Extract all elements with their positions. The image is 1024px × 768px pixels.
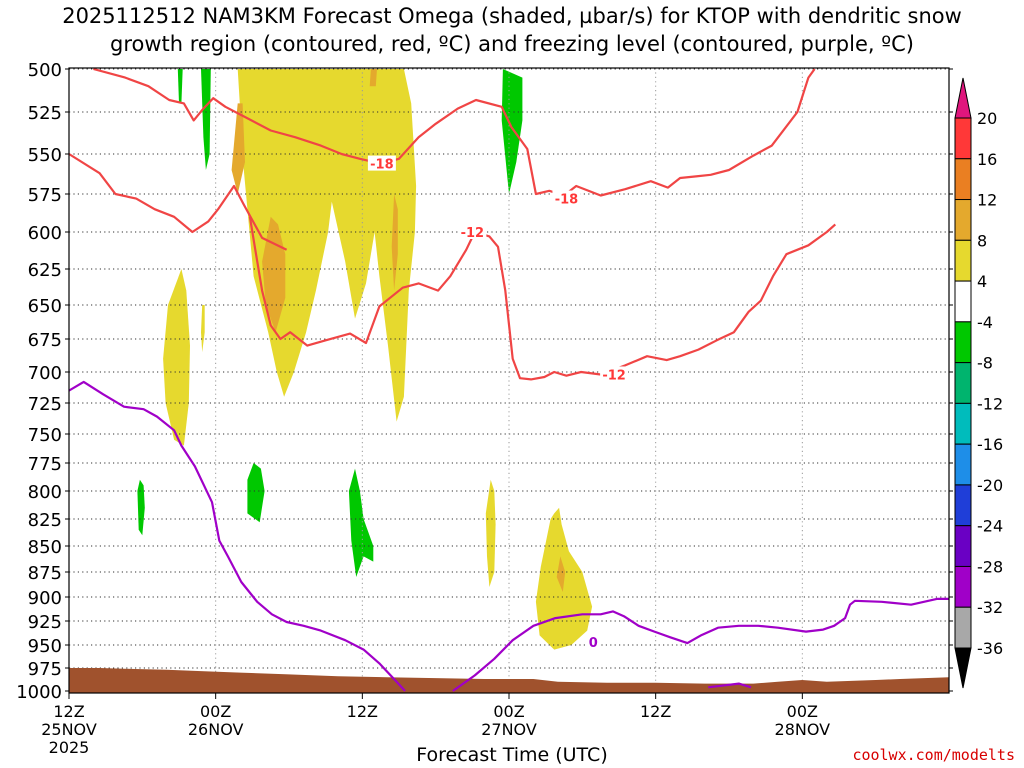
colorbar-swatch-3 [954,239,972,282]
y-tick-label-875: 875 [28,563,62,584]
dgz-contour-line-2 [248,216,837,381]
y-tick-label-750: 750 [28,425,62,446]
colorbar-swatch-9 [954,484,972,527]
x-tick-label-60-1: 28NOV [775,720,831,739]
y-tick-label-800: 800 [28,482,62,503]
colorbar-label-5: -4 [977,313,993,332]
colorbar-swatch-8 [954,443,972,486]
omega-region-orange-26nov-11z [369,69,377,87]
y-tick-label-850: 850 [28,537,62,558]
y-tick-label-525: 525 [28,103,62,124]
colorbar-swatch-0 [954,117,972,160]
y-tick-label-575: 575 [28,185,62,206]
y-tick-label-650: 650 [28,296,62,317]
contour-label-4: 0 [589,636,598,651]
x-tick-label-0-0: 12Z [53,702,84,721]
omega-region-green-26nov-12z [348,468,374,577]
omega-region-yellow-26nov-0012z [237,69,417,422]
omega-region-yellow-26nov-21z [485,479,496,587]
y-tick-label-625: 625 [28,260,62,281]
contour-label-3: -12 [602,368,626,383]
x-tick-label-0-2: 2025 [49,738,90,757]
colorbar-label-6: -8 [977,354,993,373]
contour-label-1: -18 [555,193,579,208]
omega-region-green-25nov-21z [177,69,183,104]
colorbar: 20 16 12 8 4 -4 -8 -12 -16 -20 -24 -28 -32 -36 [954,77,1003,689]
colorbar-swatch-top [954,77,972,119]
omega-region-green-25nov-23z [201,69,211,170]
dgz-contour-line-1 [93,68,816,197]
plot-area: -18 -18 -12 -12 0 [69,68,949,693]
colorbar-label-9: -20 [977,476,1003,495]
colorbar-label-2: 12 [977,191,997,210]
omega-region-yellow-25nov-18z [163,269,190,446]
y-tick-label-975: 975 [28,659,62,680]
omega-region-green-26nov-22z [501,69,523,194]
colorbar-swatch-11 [954,565,972,608]
contour-label-bg-0 [367,155,396,171]
colorbar-label-11: -28 [977,557,1003,576]
y-tick-label-1000: 1000 [16,682,62,703]
x-tick-label-0-1: 25NOV [41,720,97,739]
colorbar-label-13: -36 [977,639,1003,658]
contour-label-bg-2 [458,224,487,239]
omega-region-green-25nov-19z [137,479,145,536]
colorbar-swatch-4 [954,280,972,323]
y-tick-label-950: 950 [28,636,62,657]
colorbar-swatch-1 [954,158,972,201]
freezing-level-line-1 [452,597,949,692]
omega-region-orange-27nov-04z [556,556,566,592]
freezing-level-line-0 [69,380,406,692]
y-tick-label-825: 825 [28,510,62,531]
contour-label-bg-4 [587,634,600,650]
colorbar-label-10: -24 [977,517,1003,536]
dgz-contour-line-0 [69,153,288,251]
y-tick-label-675: 675 [28,330,62,351]
colorbar-label-4: 4 [977,272,987,291]
colorbar-swatch-bottom [954,647,972,689]
x-tick-label-60-0: 00Z [787,702,818,721]
colorbar-swatch-6 [954,362,972,404]
y-tick-label-550: 550 [28,145,62,166]
terrain-fill [69,668,949,693]
colorbar-swatch-7 [954,402,972,445]
colorbar-swatch-2 [954,199,972,241]
colorbar-label-1: 16 [977,150,997,169]
x-tick-label-24-0: 12Z [347,702,378,721]
x-tick-label-48-0: 12Z [640,702,671,721]
y-tick-label-900: 900 [28,588,62,609]
y-tick-label-500: 500 [28,60,62,81]
x-tick-label-36-1: 27NOV [481,720,537,739]
omega-region-yellow-small-26nov [201,305,205,353]
credit-link[interactable]: coolwx.com/modelts [852,746,1015,764]
x-tick-label-36-0: 00Z [493,702,524,721]
freezing-level-line-2 [708,682,752,689]
x-axis-label: Forecast Time (UTC) [416,744,608,766]
x-tick-label-12-0: 00Z [200,702,231,721]
colorbar-label-7: -12 [977,394,1003,413]
contour-label-0: -18 [370,158,394,173]
chart-title-line-1: 2025112512 NAM3KM Forecast Omega (shaded… [62,4,962,28]
y-tick-label-925: 925 [28,612,62,633]
contour-label-bg-1 [552,190,581,206]
colorbar-swatch-10 [954,525,972,567]
y-tick-label-600: 600 [28,223,62,244]
colorbar-swatch-12 [954,606,972,649]
colorbar-swatch-5 [954,321,972,364]
y-tick-label-775: 775 [28,454,62,475]
colorbar-label-12: -32 [977,598,1003,617]
colorbar-label-0: 20 [977,109,997,128]
chart-title-line-2: growth region (contoured, red, ºC) and f… [110,32,914,56]
x-tick-label-12-1: 26NOV [188,720,244,739]
y-tick-label-700: 700 [28,363,62,384]
contour-label-bg-3 [600,366,629,382]
omega-region-orange-26nov-13z [391,194,398,291]
colorbar-label-3: 8 [977,231,987,250]
y-tick-label-725: 725 [28,394,62,415]
omega-region-green-26nov-03z [247,463,265,523]
contour-label-2: -12 [461,226,485,241]
omega-region-orange-26nov-02z [231,103,245,194]
colorbar-label-8: -16 [977,435,1003,454]
